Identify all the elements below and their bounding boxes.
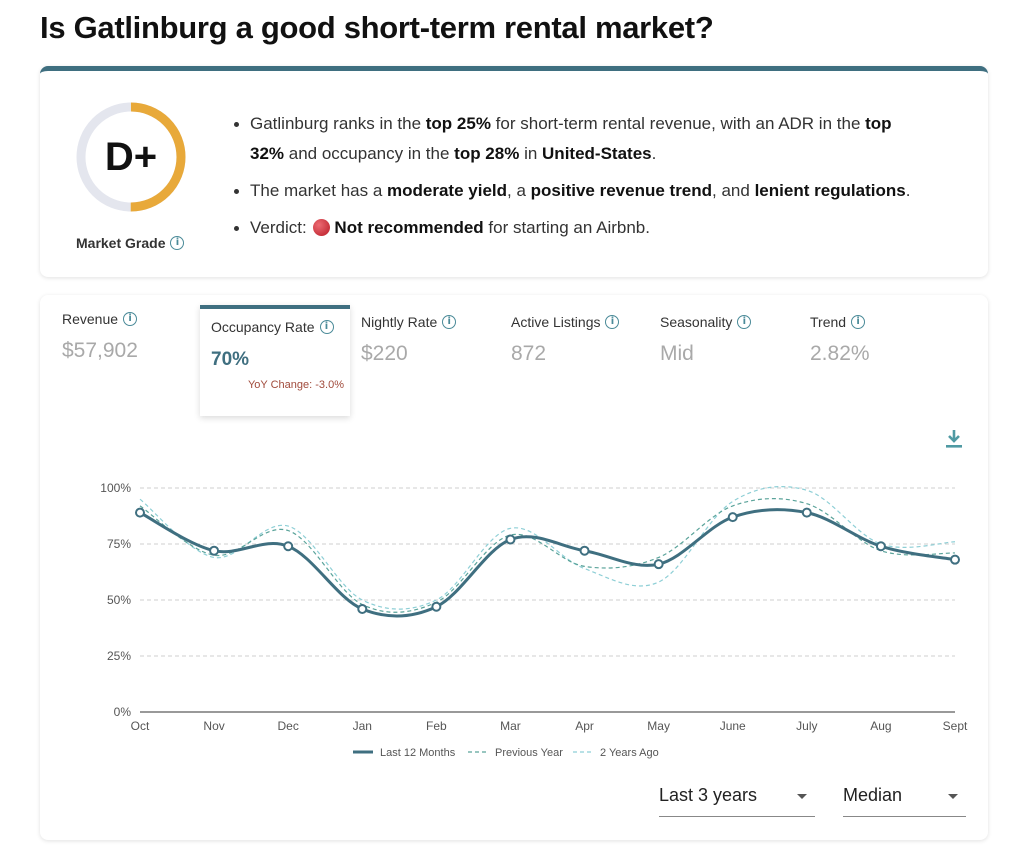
metric-label: Occupancy Rate — [211, 319, 315, 335]
grade-letter: D+ — [104, 135, 158, 179]
x-tick-label: Sept — [943, 719, 968, 733]
data-point — [209, 545, 220, 556]
chevron-down-icon — [797, 794, 807, 799]
metric-value: $220 — [361, 342, 408, 365]
verdict-dot-icon — [313, 219, 331, 236]
market-grade-card: D+ Market Grade i Gatlinburg ranks in th… — [40, 66, 988, 277]
metric-label: Trend — [810, 314, 847, 330]
summary-verdict: Verdict: Not recommended for starting an… — [230, 213, 930, 243]
x-tick-label: Nov — [203, 719, 224, 733]
metrics-chart-card: Revenue i $57,902 Occupancy Rate i 70% YoY… — [40, 295, 988, 840]
page-title: Is Gatlinburg a good short-term rental m… — [40, 10, 714, 45]
data-point — [801, 507, 812, 518]
metric-seasonality[interactable]: Seasonality i Mid — [660, 314, 810, 366]
y-tick-label: 0% — [114, 705, 132, 719]
data-point — [431, 601, 442, 612]
summary-market: The market has a moderate yield, a posit… — [230, 176, 930, 206]
data-point — [283, 541, 294, 552]
metric-value: Mid — [660, 342, 694, 365]
metric-value: $57,902 — [62, 339, 138, 362]
data-point — [727, 512, 738, 523]
info-icon[interactable]: i — [319, 320, 334, 334]
statistic-select-value: Median — [843, 785, 903, 805]
legend-label: 2 Years Ago — [600, 747, 659, 759]
yoy-change: YoY Change: -3.0% — [247, 379, 344, 391]
data-point — [357, 603, 368, 614]
legend-label: Previous Year — [495, 747, 563, 759]
statistic-select[interactable]: Median — [843, 775, 966, 817]
x-tick-label: Oct — [131, 719, 150, 733]
grade-ring — [76, 102, 186, 212]
metric-value: 2.82% — [810, 342, 870, 365]
grade-label-row: Market Grade i — [76, 235, 185, 251]
metric-nightly-rate[interactable]: Nightly Rate i $220 — [361, 314, 511, 366]
x-tick-label: July — [796, 719, 817, 733]
x-tick-label: Mar — [500, 719, 521, 733]
x-tick-label: Apr — [575, 719, 594, 733]
data-point — [135, 507, 145, 518]
info-icon[interactable]: i — [123, 312, 138, 326]
data-point — [950, 554, 960, 565]
metric-active-listings[interactable]: Active Listings i 872 — [511, 314, 661, 366]
info-icon[interactable]: i — [170, 236, 185, 250]
chevron-down-icon — [948, 794, 958, 799]
y-tick-label: 50% — [107, 593, 131, 607]
metric-revenue[interactable]: Revenue i $57,902 — [62, 311, 212, 363]
summary-list: Gatlinburg ranks in the top 25% for shor… — [230, 109, 930, 250]
metric-occupancy-rate[interactable]: Occupancy Rate i 70% YoY Change: -3.0% — [200, 305, 350, 416]
y-tick-label: 25% — [107, 649, 131, 663]
occupancy-chart: 0% 25% 50% 75% 100% Oct Nov Dec Jan Feb Mar Apr May J… — [100, 481, 968, 759]
y-tick-label: 100% — [100, 481, 131, 495]
metric-label: Nightly Rate — [361, 314, 438, 330]
info-icon[interactable]: i — [605, 315, 620, 329]
metric-value: 872 — [511, 342, 547, 365]
data-point — [875, 541, 886, 552]
metric-trend[interactable]: Trend i 2.82% — [810, 314, 960, 366]
metric-label: Seasonality — [660, 314, 733, 330]
x-tick-label: Dec — [278, 719, 299, 733]
x-tick-label: Jan — [353, 719, 372, 733]
series-line — [139, 497, 956, 613]
info-icon[interactable]: i — [737, 315, 752, 329]
legend-label: Last 12 Months — [380, 747, 456, 759]
data-point — [579, 545, 590, 556]
x-tick-label: June — [720, 719, 746, 733]
period-select-value: Last 3 years — [659, 785, 758, 805]
metric-value: 70% — [211, 349, 250, 370]
period-select[interactable]: Last 3 years — [659, 775, 815, 817]
data-point — [653, 559, 664, 570]
x-tick-label: May — [647, 719, 670, 733]
data-point — [505, 534, 516, 545]
info-icon[interactable]: i — [442, 315, 457, 329]
metric-label: Active Listings — [511, 314, 601, 330]
x-tick-label: Feb — [426, 719, 447, 733]
x-tick-label: Aug — [870, 719, 891, 733]
series-line — [139, 485, 956, 610]
download-icon[interactable] — [945, 429, 963, 449]
metric-label: Revenue — [62, 311, 119, 327]
grade-label: Market Grade — [76, 235, 166, 251]
info-icon[interactable]: i — [851, 315, 866, 329]
y-tick-label: 75% — [107, 537, 131, 551]
summary-ranking: Gatlinburg ranks in the top 25% for shor… — [230, 109, 930, 169]
